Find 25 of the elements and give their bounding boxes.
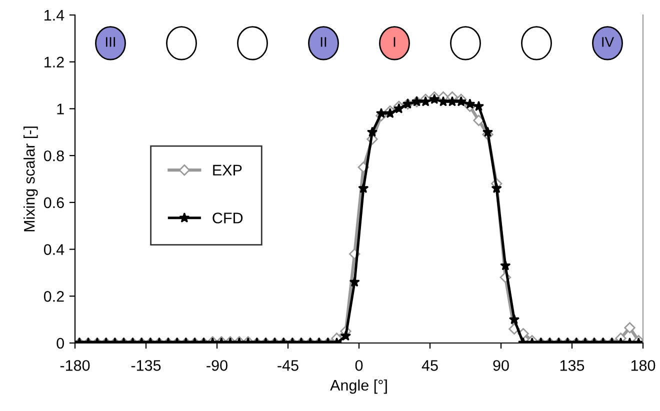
annotation: I (394, 37, 396, 47)
annotation: III (106, 37, 116, 47)
y-tick-label: 0.4 (44, 244, 64, 255)
x-tick-label: 180 (631, 360, 656, 371)
x-tick-label: -45 (278, 360, 298, 371)
x-axis-title: Angle [°] (330, 379, 387, 394)
x-tick-label: 0 (355, 360, 363, 371)
legend-label: CFD (212, 212, 243, 224)
x-tick-label: 90 (493, 360, 509, 371)
y-tick-label: 1 (57, 104, 64, 114)
x-tick-label: -180 (60, 360, 90, 371)
y-tick-label: 0.8 (44, 150, 64, 162)
x-tick-label: -90 (206, 360, 228, 371)
legend-label: EXP (213, 164, 242, 176)
y-tick-label: 0.6 (44, 197, 64, 208)
x-tick-label: -135 (131, 360, 161, 371)
annotation: IV (602, 37, 614, 47)
y-tick-label: 0.2 (44, 291, 64, 302)
x-tick-label: 45 (422, 360, 438, 371)
y-tick-label: 1.4 (44, 10, 64, 21)
x-tick-label: 135 (560, 360, 584, 371)
y-tick-label: 1.2 (44, 56, 64, 68)
y-axis-title: Mixing scalar [-] (24, 126, 38, 232)
annotation: II (320, 37, 326, 47)
y-tick-label: 0 (56, 338, 64, 349)
